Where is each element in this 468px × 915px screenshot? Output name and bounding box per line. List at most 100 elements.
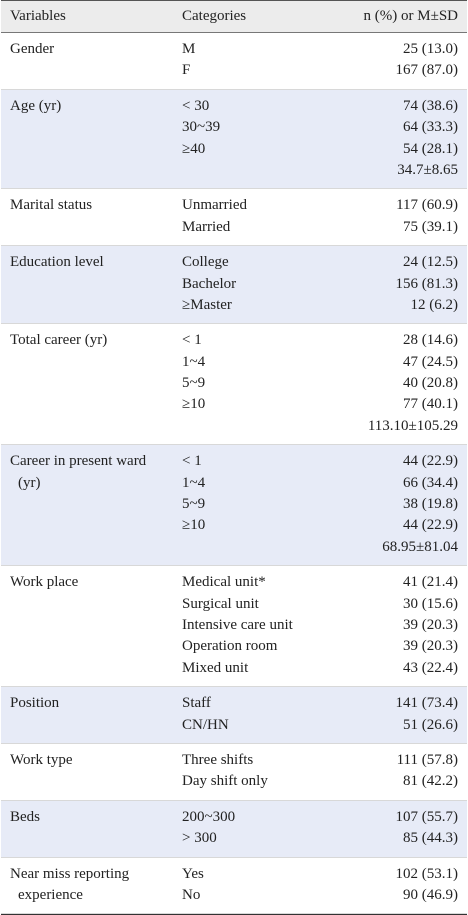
category: ≥10 (182, 517, 206, 534)
table-row: Work type Three shifts Day shift only 111 (… (1, 744, 467, 801)
category-cell: Three shifts Day shift only (181, 750, 352, 793)
variable-cell: Age (yr) (1, 96, 181, 182)
category-cell: Yes No (181, 864, 352, 907)
value: 28 (14.6) (403, 332, 458, 349)
category: < 1 (182, 332, 202, 349)
value: 30 (15.6) (403, 595, 458, 612)
spacer (182, 416, 352, 437)
header-cell: Categories (182, 8, 247, 24)
value: 41 (21.4) (403, 574, 458, 591)
category: Intensive care unit (182, 616, 293, 633)
value-cell: 107 (55.7) 85 (44.3) (352, 807, 467, 850)
category: College (182, 254, 229, 271)
value: 39 (20.3) (403, 616, 458, 633)
category: Surgical unit (182, 595, 259, 612)
category-cell: Medical unit* Surgical unit Intensive care… (181, 572, 352, 679)
value: 111 (57.8) (396, 751, 458, 768)
value: 44 (22.9) (403, 517, 458, 534)
category: Operation room (182, 638, 278, 655)
value: 102 (53.1) (395, 865, 459, 882)
value: 44 (22.9) (403, 453, 458, 470)
value: 66 (34.4) (403, 474, 458, 491)
value-cell: 74 (38.6) 64 (33.3) 54 (28.1) 34.7±8.65 (352, 96, 467, 182)
value-cell: 44 (22.9) 66 (34.4) 38 (19.8) 44 (22.9) 68.9… (352, 451, 467, 558)
value: 85 (44.3) (403, 830, 458, 847)
variable-cell: Beds (1, 807, 181, 850)
variable-cell: Career in present ward (yr) (1, 451, 181, 558)
table-row: Gender M F 25 (13.0) 167 (87.0) (1, 33, 467, 90)
table-row: Position Staff CN/HN 141 (73.4) 51 (26.6) (1, 687, 467, 744)
variable: Total career (yr) (10, 332, 108, 349)
table-row: Work place Medical unit* Surgical unit Inte… (1, 566, 467, 688)
value: 74 (38.6) (403, 97, 458, 114)
table-row: Career in present ward (yr) < 1 1~4 5~9 ≥10 4… (1, 445, 467, 567)
variable: Age (yr) (10, 97, 62, 114)
value: 25 (13.0) (403, 41, 458, 57)
table-row: Total career (yr) < 1 1~4 5~9 ≥10 28 (14.6) 47… (1, 324, 467, 446)
variable-cell: Gender (1, 39, 181, 82)
category: Medical unit* (182, 574, 266, 591)
category-cell: < 1 1~4 5~9 ≥10 (181, 451, 352, 558)
variable-cell: Total career (yr) (1, 330, 181, 437)
category-cell: < 30 30~39 ≥40 (181, 96, 352, 182)
value: 156 (81.3) (395, 275, 459, 292)
variable: Marital status (10, 197, 93, 214)
category: Day shift only (182, 773, 268, 790)
value: 107 (55.7) (395, 808, 459, 825)
value-cell: 117 (60.9) 75 (39.1) (352, 195, 467, 238)
value-cell: 111 (57.8) 81 (42.2) (352, 750, 467, 793)
value: 47 (24.5) (403, 353, 458, 370)
value: 34.7±8.65 (397, 161, 458, 178)
category: Married (182, 218, 231, 235)
category: 30~39 (182, 119, 221, 136)
variable: Gender (10, 41, 55, 57)
value: 51 (26.6) (403, 716, 458, 733)
table-row: Age (yr) < 30 30~39 ≥40 74 (38.6) 64 (33.3) 54… (1, 89, 467, 190)
value: 54 (28.1) (403, 140, 458, 157)
header-cell: Variables (10, 8, 66, 24)
variable-cell: Position (1, 693, 181, 736)
category: > 300 (182, 830, 217, 847)
category: ≥10 (182, 396, 206, 413)
category: No (182, 886, 201, 903)
variable-cell: Work place (1, 572, 181, 679)
value: 24 (12.5) (403, 254, 458, 271)
spacer (182, 160, 352, 181)
category: CN/HN (182, 716, 229, 733)
category: < 1 (182, 453, 202, 470)
variable-cell: Near miss reporting experience (1, 864, 181, 907)
value-cell: 25 (13.0) 167 (87.0) (352, 39, 467, 82)
value-cell: 28 (14.6) 47 (24.5) 40 (20.8) 77 (40.1) 113.… (352, 330, 467, 437)
category: Three shifts (182, 751, 254, 768)
value: 40 (20.8) (403, 375, 458, 392)
spacer (182, 537, 352, 558)
value: 39 (20.3) (403, 638, 458, 655)
variable-cell: Marital status (1, 195, 181, 238)
table-header: Variables Categories n (%) or M±SD (1, 1, 467, 33)
variable: Career in present ward (yr) (10, 453, 147, 491)
category: ≥Master (182, 296, 232, 313)
value: 141 (73.4) (395, 695, 459, 712)
value: 43 (22.4) (403, 659, 458, 676)
category: ≥40 (182, 140, 206, 157)
category-cell: 200~300 > 300 (181, 807, 352, 850)
variable-cell: Work type (1, 750, 181, 793)
table-row: Beds 200~300 > 300 107 (55.7) 85 (44.3) (1, 800, 467, 858)
value: 75 (39.1) (403, 218, 458, 235)
value-cell: 102 (53.1) 90 (46.9) (352, 864, 467, 907)
category: Yes (182, 865, 204, 882)
category-cell: College Bachelor ≥Master (181, 252, 352, 316)
category-cell: Staff CN/HN (181, 693, 352, 736)
header-cell: n (%) or M±SD (363, 8, 458, 24)
category: Unmarried (182, 197, 247, 214)
category: F (182, 62, 191, 79)
value-cell: 141 (73.4) 51 (26.6) (352, 693, 467, 736)
variable: Education level (10, 254, 104, 271)
value-cell: 41 (21.4) 30 (15.6) 39 (20.3) 39 (20.3) 43 (… (352, 572, 467, 679)
category: Bachelor (182, 275, 237, 292)
category: Mixed unit (182, 659, 249, 676)
category: 5~9 (182, 496, 206, 513)
value: 113.10±105.29 (367, 417, 458, 434)
